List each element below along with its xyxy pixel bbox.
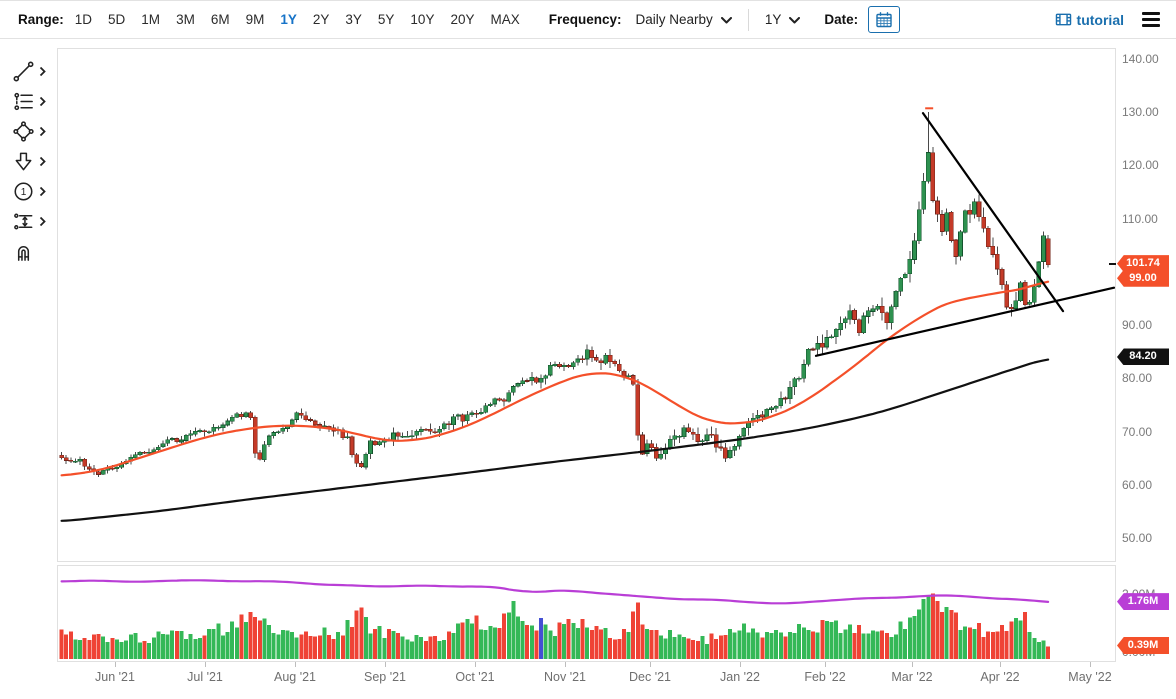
month-tick	[1090, 662, 1091, 667]
chevron-right-icon	[39, 66, 46, 76]
month-tick	[115, 662, 116, 667]
volume-badge: 0.39M	[1117, 637, 1169, 655]
number-annotation-tool[interactable]: 1	[12, 178, 54, 204]
slow-ma-value-badge: 84.20	[1117, 348, 1169, 366]
period-dropdown[interactable]: 1Y	[761, 10, 805, 29]
month-tick	[475, 662, 476, 667]
magnet-tool-icon	[17, 245, 30, 261]
price-tick-label: 60.00	[1122, 477, 1153, 492]
range-option-6m[interactable]: 6M	[210, 12, 230, 27]
tutorial-label: tutorial	[1076, 11, 1124, 28]
fibonacci-tool[interactable]	[12, 88, 54, 114]
tutorial-link[interactable]: tutorial	[1055, 12, 1124, 28]
range-option-1y[interactable]: 1Y	[280, 12, 297, 27]
chevron-right-icon	[39, 156, 46, 166]
month-label: Dec '21	[629, 670, 671, 684]
frequency-value: Daily Nearby	[635, 12, 713, 27]
arrow-annotation-tool[interactable]	[12, 148, 54, 174]
month-label: Jul '21	[187, 670, 223, 684]
month-tick	[912, 662, 913, 667]
chevron-down-icon	[789, 17, 801, 24]
range-options: 1D 5D 1M 3M 6M 9M 1Y 2Y 3Y 5Y 10Y 20Y MAX	[74, 10, 521, 29]
month-tick	[1000, 662, 1001, 667]
chevron-right-icon	[39, 186, 46, 196]
range-option-3m[interactable]: 3M	[176, 12, 195, 27]
range-option-10y[interactable]: 10Y	[410, 12, 435, 27]
price-tick-label: 140.00	[1122, 52, 1159, 66]
period-value: 1Y	[764, 12, 782, 27]
number-annotation-tool-icon: 1	[14, 181, 33, 201]
month-label: Nov '21	[544, 670, 586, 684]
last-price-tick	[1109, 262, 1116, 265]
measure-tool-icon	[14, 213, 33, 229]
month-label: Jun '21	[95, 670, 135, 684]
range-option-2y[interactable]: 2Y	[312, 12, 330, 27]
chart-toolbar: Range: 1D 5D 1M 3M 6M 9M 1Y 2Y 3Y 5Y 10Y 20Y MAX Fre…	[0, 0, 1176, 39]
price-tick-label: 70.00	[1122, 424, 1153, 439]
month-label: Feb '22	[804, 670, 846, 684]
range-option-9m[interactable]: 9M	[245, 12, 265, 27]
price-tick-label: 90.00	[1122, 318, 1153, 333]
month-label: Sep '21	[363, 670, 406, 684]
frequency-dropdown[interactable]: Daily Nearby	[632, 10, 736, 29]
range-option-20y[interactable]: 20Y	[450, 12, 475, 27]
month-label: Mar '22	[891, 670, 933, 684]
date-picker-button[interactable]	[868, 6, 901, 33]
range-option-1m[interactable]: 1M	[141, 12, 161, 27]
month-tick	[650, 662, 651, 667]
menu-button[interactable]	[1140, 10, 1162, 30]
svg-text:1: 1	[21, 187, 27, 198]
month-tick	[740, 662, 741, 667]
measure-tool[interactable]	[12, 208, 54, 234]
calendar-icon	[876, 11, 892, 27]
price-tick-label: 50.00	[1122, 530, 1153, 545]
open-interest-badge: 1.76M	[1117, 593, 1169, 611]
month-tick	[205, 662, 206, 667]
month-label: Jan '22	[720, 670, 760, 684]
trendline-tool[interactable]	[12, 58, 54, 84]
last-price-badge: 101.74	[1117, 255, 1169, 273]
month-tick	[295, 662, 296, 667]
price-chart[interactable]	[57, 48, 1116, 562]
drawing-toolbar: 1	[0, 40, 57, 685]
film-icon	[1055, 13, 1071, 26]
price-tick-label: 80.00	[1122, 371, 1153, 386]
month-label: Aug '21	[273, 670, 316, 684]
month-label: Apr '22	[980, 670, 1020, 684]
range-option-3y[interactable]: 3Y	[345, 12, 362, 27]
month-tick	[825, 662, 826, 667]
month-label: May '22	[1068, 670, 1112, 684]
chevron-right-icon	[39, 96, 46, 106]
range-option-5d[interactable]: 5D	[108, 12, 126, 27]
chevron-right-icon	[39, 216, 46, 226]
ma-value-badge: 99.00	[1117, 269, 1169, 287]
price-chart-canvas[interactable]	[58, 49, 1115, 561]
fibonacci-tool-icon	[14, 92, 33, 110]
month-tick	[565, 662, 566, 667]
range-option-5y[interactable]: 5Y	[377, 12, 395, 27]
magnet-tool[interactable]	[12, 238, 54, 264]
price-tick-label: 120.00	[1122, 158, 1159, 173]
chevron-down-icon	[720, 17, 732, 24]
date-label: Date:	[824, 12, 859, 27]
shape-tool[interactable]	[12, 118, 54, 144]
toolbar-divider	[747, 8, 749, 31]
price-tick-label: 110.00	[1122, 211, 1158, 226]
trendline-tool-icon	[13, 61, 34, 81]
volume-chart[interactable]	[57, 565, 1116, 662]
range-option-max[interactable]: MAX	[490, 12, 520, 27]
hamburger-icon	[1142, 11, 1160, 15]
range-label: Range:	[18, 12, 64, 27]
chevron-right-icon	[39, 126, 46, 136]
month-tick	[385, 662, 386, 667]
month-label: Oct '21	[455, 670, 495, 684]
volume-chart-canvas[interactable]	[58, 566, 1115, 661]
range-option-1d[interactable]: 1D	[74, 12, 93, 27]
frequency-label: Frequency:	[548, 12, 622, 27]
shape-tool-icon	[13, 120, 34, 142]
price-tick-label: 130.00	[1122, 105, 1159, 120]
arrow-annotation-tool-icon	[15, 152, 32, 170]
